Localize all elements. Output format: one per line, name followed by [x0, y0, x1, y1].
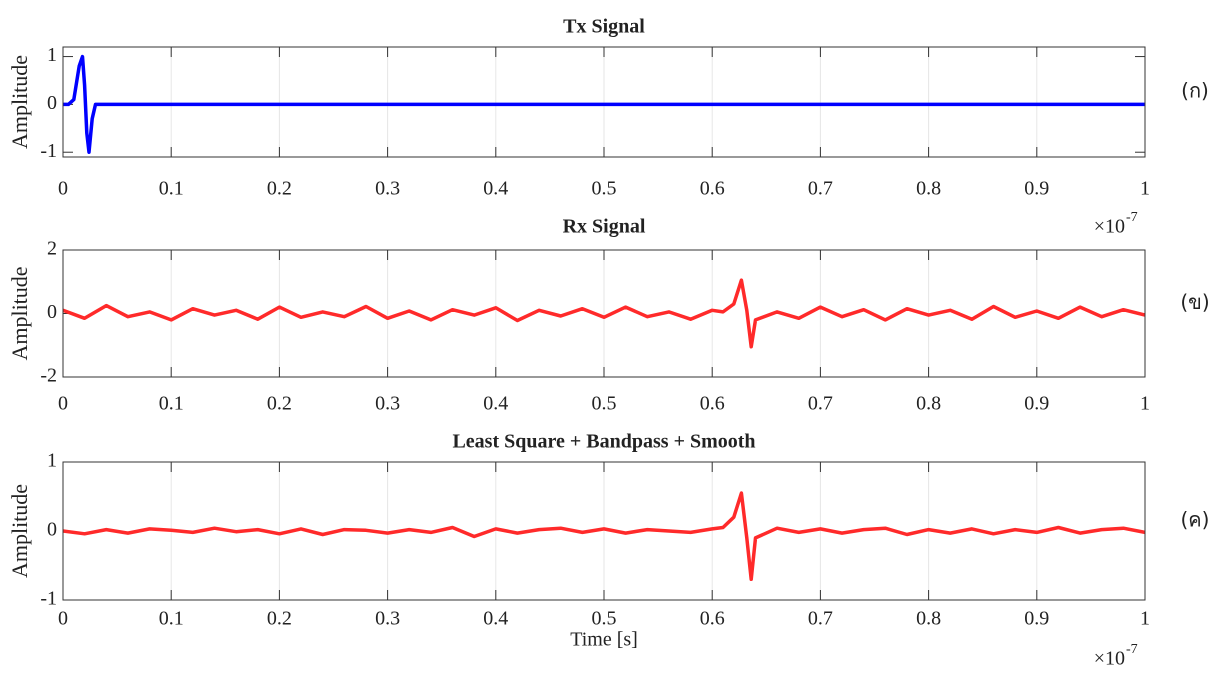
x-tick-label: 0.4	[483, 393, 508, 415]
x-tick-label: 0.1	[159, 393, 184, 415]
chart-title: Least Square + Bandpass + Smooth	[452, 431, 755, 453]
panel-label: (ค)	[1181, 508, 1210, 532]
signal-line	[63, 278, 1145, 349]
y-tick-label: -1	[40, 140, 57, 162]
panel-label: (ก)	[1181, 79, 1209, 103]
y-tick-label: 0	[47, 519, 57, 541]
x-multiplier: ×10	[1094, 216, 1125, 238]
x-tick-label: 0.2	[267, 178, 292, 200]
plot-frame	[62, 249, 1146, 378]
y-tick-label: -1	[40, 588, 57, 610]
chart-title: Rx Signal	[563, 216, 646, 238]
x-tick-label: 0.2	[267, 608, 292, 630]
x-tick-label: 0.4	[483, 608, 508, 630]
y-tick-label: -2	[40, 365, 57, 387]
y-axis-label: Amplitude	[7, 55, 32, 149]
x-tick-label: 1	[1140, 178, 1150, 200]
signal-line	[63, 54, 1145, 154]
x-tick-label: 0.5	[592, 178, 617, 200]
x-tick-label: 0.9	[1024, 393, 1049, 415]
x-tick-label: 0	[58, 393, 68, 415]
x-tick-label: 0.6	[700, 608, 725, 630]
y-tick-label: 0	[47, 301, 57, 323]
y-tick-label: 2	[47, 238, 57, 260]
x-tick-label: 0.3	[375, 608, 400, 630]
x-tick-label: 0.7	[808, 178, 833, 200]
x-tick-label: 0.6	[700, 178, 725, 200]
x-tick-label: 0	[58, 608, 68, 630]
x-tick-label: 0.3	[375, 393, 400, 415]
x-tick-label: 1	[1140, 393, 1150, 415]
y-tick-label: 1	[47, 450, 57, 472]
x-tick-label: 0.8	[916, 178, 941, 200]
x-tick-label: 0.3	[375, 178, 400, 200]
x-tick-label: 0.9	[1024, 608, 1049, 630]
y-tick-label: 1	[47, 44, 57, 66]
plot-frame	[62, 461, 1146, 601]
y-axis-label: Amplitude	[7, 266, 32, 360]
x-tick-label: 0.7	[808, 608, 833, 630]
panel-label: (ข)	[1180, 290, 1209, 314]
x-axis-label: Time [s]	[570, 629, 638, 651]
chart-title: Tx Signal	[563, 16, 645, 38]
series-group	[63, 54, 1145, 154]
x-tick-label: 0.5	[592, 393, 617, 415]
x-tick-label: 0	[58, 178, 68, 200]
x-tick-label: 0.5	[592, 608, 617, 630]
x-tick-label: 0.2	[267, 393, 292, 415]
series-group	[63, 278, 1145, 349]
y-tick-label: 0	[47, 92, 57, 114]
y-axis-label: Amplitude	[7, 484, 32, 578]
x-tick-label: 1	[1140, 608, 1150, 630]
x-tick-label: 0.8	[916, 393, 941, 415]
x-tick-label: 0.1	[159, 608, 184, 630]
x-tick-label: 0.6	[700, 393, 725, 415]
x-tick-label: 0.4	[483, 178, 508, 200]
x-tick-label: 0.1	[159, 178, 184, 200]
plot-frame	[62, 46, 1146, 158]
series-group	[63, 491, 1145, 582]
x-tick-label: 0.8	[916, 608, 941, 630]
x-multiplier-exponent: -7	[1126, 210, 1138, 225]
x-tick-label: 0.7	[808, 393, 833, 415]
x-tick-label: 0.9	[1024, 178, 1049, 200]
x-multiplier-exponent: -7	[1126, 642, 1138, 657]
x-multiplier: ×10	[1094, 648, 1125, 670]
signal-line	[63, 491, 1145, 582]
